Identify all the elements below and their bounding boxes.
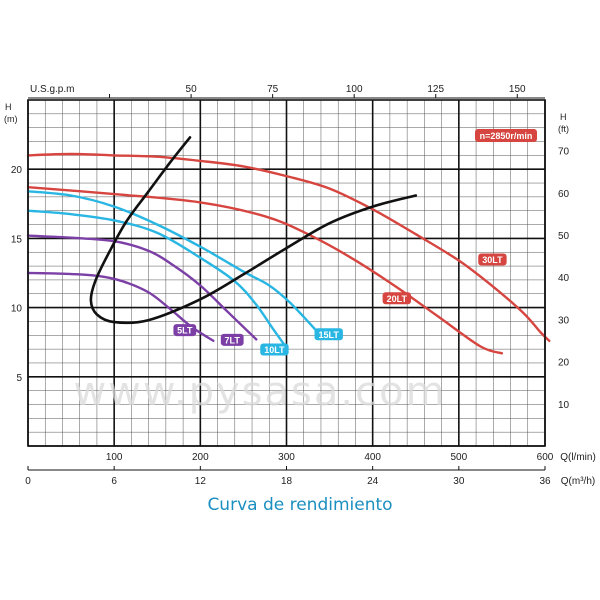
- right-axis-tick-label: 20: [558, 358, 570, 369]
- left-axis-tick-label: 5: [16, 373, 22, 384]
- bottom2-axis-tick-label: 24: [367, 476, 379, 487]
- series-line-15lt: [26, 190, 318, 333]
- bottom-axis-label: Q(l/min): [560, 452, 596, 463]
- speed-label: n=2850r/min: [480, 131, 533, 141]
- bottom2-axis-tick-label: 6: [111, 476, 117, 487]
- top-axis-tick-label: 100: [346, 84, 363, 95]
- series-layer: 5LT 7LT 10LT 15LT 20LT 30LT: [26, 152, 551, 356]
- top-axis-tick-label: 150: [509, 84, 526, 95]
- bottom2-axis-tick-label: 36: [539, 476, 551, 487]
- right-axis-tick-label: 30: [558, 315, 570, 326]
- right-axis-tick-label: 50: [558, 231, 570, 242]
- series-label-5lt: 5LT: [177, 326, 193, 336]
- top-axis-tick-label: 50: [186, 84, 198, 95]
- watermark-layer: www.pysasa.com: [73, 369, 446, 415]
- left-axis-label-unit: (m): [4, 114, 18, 124]
- bottom-axis-tick-label: 200: [192, 452, 209, 463]
- speed-label-group: n=2850r/min: [475, 129, 537, 142]
- left-axis-tick-label: 10: [11, 304, 23, 315]
- bottom2-axis-tick-label: 0: [25, 476, 31, 487]
- speed-label-box: [475, 129, 537, 142]
- right-axis-tick-label: 70: [558, 147, 570, 158]
- top-axis-label: U.S.g.p.m: [30, 84, 74, 95]
- axes-layer: [27, 94, 546, 471]
- bottom-axis-tick-label: 600: [537, 452, 554, 463]
- right-axis-label-h: H: [560, 112, 567, 122]
- series-label-7lt: 7LT: [225, 335, 241, 345]
- series-line-30lt: [26, 152, 551, 342]
- efficiency-curve-layer: [89, 136, 418, 325]
- top-axis-tick-label: 125: [427, 84, 444, 95]
- series-label-20lt: 20LT: [387, 294, 408, 304]
- bottom2-axis-label: Q(m³/h): [561, 476, 595, 487]
- bottom2-axis-tick-label: 18: [281, 476, 293, 487]
- bottom2-axis-tick-label: 30: [453, 476, 465, 487]
- watermark: www.pysasa.com: [73, 369, 446, 415]
- series-label-30lt: 30LT: [482, 255, 503, 265]
- plot-frame: [27, 99, 546, 447]
- series-line-10lt: [26, 209, 288, 349]
- left-axis-label-h: H: [5, 102, 12, 112]
- bottom-axis-tick-label: 400: [364, 452, 381, 463]
- bottom-axis-tick-label: 500: [450, 452, 467, 463]
- series-label-box-5lt: [173, 324, 197, 337]
- series-line-7lt: [26, 234, 258, 341]
- bottom-axis-tick-label: 300: [278, 452, 295, 463]
- bottom2-axis-tick-label: 12: [195, 476, 207, 487]
- series-label-box-7lt: [220, 333, 244, 346]
- chart-title: Curva de rendimiento: [207, 495, 392, 515]
- right-axis-label-unit: (ft): [558, 124, 569, 134]
- right-axis-tick-label: 60: [558, 189, 570, 200]
- bottom-axis-tick-label: 100: [106, 452, 123, 463]
- series-label-box-30lt: [478, 253, 507, 266]
- efficiency-curve-line: [89, 136, 418, 325]
- series-label-15lt: 15LT: [319, 330, 340, 340]
- top-axis-tick-label: 75: [267, 84, 279, 95]
- left-axis-tick-label: 20: [11, 165, 23, 176]
- series-label-box-15lt: [314, 328, 343, 341]
- series-label-10lt: 10LT: [264, 345, 285, 355]
- series-line-20lt: [26, 186, 504, 355]
- right-axis-tick-label: 40: [558, 273, 570, 284]
- left-axis-tick-label: 15: [11, 234, 23, 245]
- right-axis-tick-label: 10: [558, 400, 570, 411]
- series-label-box-20lt: [382, 292, 411, 305]
- tick-labels-layer: 50 75 100 125 150 U.S.g.p.m 5 10 15 20 H (m) 10 20 30 4…: [4, 84, 596, 487]
- series-label-box-10lt: [260, 343, 289, 356]
